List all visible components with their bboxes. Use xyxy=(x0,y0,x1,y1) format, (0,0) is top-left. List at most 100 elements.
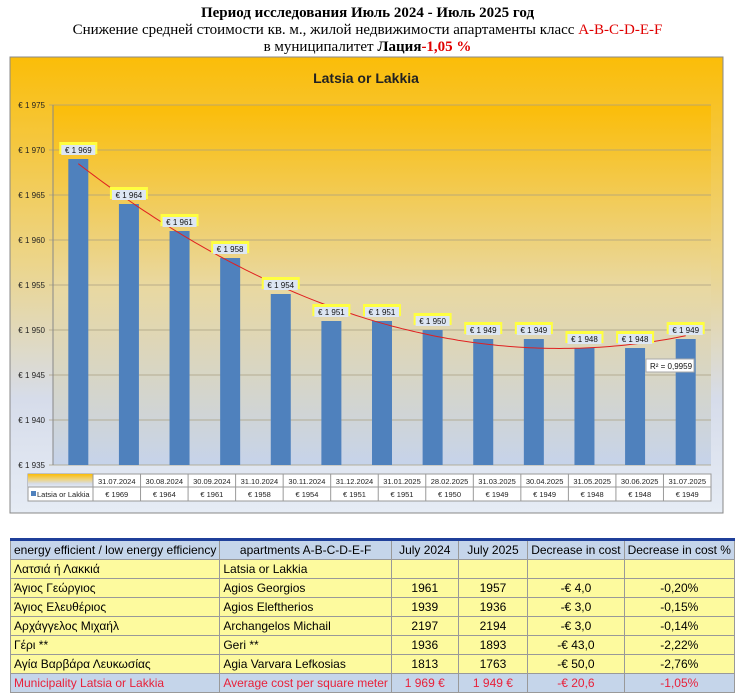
cell: 1 969 € xyxy=(390,673,459,693)
x-tick-label: 30.11.2024 xyxy=(288,477,325,486)
data-label-box xyxy=(162,217,197,227)
cell: -€ 43,0 xyxy=(527,635,625,655)
data-table-value: € 1949 xyxy=(676,490,699,499)
municipality-name: Лация xyxy=(377,39,422,55)
cell: Municipality Latsia or Lakkia xyxy=(9,673,221,693)
data-table-value: € 1948 xyxy=(581,490,604,499)
data-table-value: € 1951 xyxy=(343,490,366,499)
r2-box xyxy=(645,358,695,373)
x-tick-label: 31.01.2025 xyxy=(383,477,421,486)
bar xyxy=(169,231,190,465)
cell: 1936 xyxy=(390,635,459,655)
cell: Agios Eleftherios xyxy=(219,597,392,617)
data-label: € 1 949 xyxy=(520,326,547,335)
cell: 1763 xyxy=(457,654,529,674)
subtitle-text: Снижение средней стоимости кв. м., жилой… xyxy=(72,22,579,38)
y-tick-label: € 1 965 xyxy=(18,191,45,200)
cell: Average cost per square meter xyxy=(219,673,392,693)
x-tick-label: 31.07.2024 xyxy=(98,477,136,486)
col-header: July 2025 xyxy=(457,539,529,560)
x-tick-label: 31.03.2025 xyxy=(478,477,516,486)
x-tick-label: 31.12.2024 xyxy=(336,477,374,486)
data-label-box xyxy=(314,307,349,317)
bar xyxy=(270,294,291,465)
table-row: Γέρι ** Geri ** 1936 1893 -€ 43,0 -2,22% xyxy=(9,635,735,655)
data-label-box xyxy=(466,325,501,335)
chart-title: Latsia or Lakkia xyxy=(313,70,419,86)
y-tick-label: € 1 975 xyxy=(18,101,45,110)
cell: 2197 xyxy=(390,616,459,636)
cell: -0,14% xyxy=(623,616,735,636)
y-tick-label: € 1 955 xyxy=(18,281,45,290)
bar xyxy=(523,339,544,465)
x-tick-label: 30.08.2024 xyxy=(146,477,184,486)
cell xyxy=(527,559,625,579)
cell: -€ 4,0 xyxy=(527,578,625,598)
data-label-box xyxy=(263,280,298,290)
price-chart: Latsia or Lakkia € 1 935 € 1 940 € 1 945 € … xyxy=(9,56,724,514)
data-label-box xyxy=(668,325,703,335)
cell xyxy=(390,559,459,579)
table-total-row: Municipality Latsia or Lakkia Average co… xyxy=(9,673,735,693)
cell: 1813 xyxy=(390,654,459,674)
col-header: July 2024 xyxy=(390,539,459,560)
data-label: € 1 949 xyxy=(672,326,699,335)
cell: Αρχάγγελος Μιχαήλ xyxy=(9,616,221,636)
bar xyxy=(574,348,595,465)
cell: -€ 50,0 xyxy=(527,654,625,674)
data-label: € 1 948 xyxy=(622,335,649,344)
cell: Αγία Βαρβάρα Λευκωσίας xyxy=(9,654,221,674)
table-row: Αρχάγγελος Μιχαήλ Archangelos Michail 2197… xyxy=(9,616,735,636)
col-header: Decrease in cost xyxy=(527,539,625,560)
data-table-value: € 1961 xyxy=(200,490,223,499)
cell: Λατσιά ή Λακκιά xyxy=(9,559,221,579)
data-label-box xyxy=(365,307,399,317)
y-tick-label: € 1 940 xyxy=(18,416,45,425)
cell: Άγιος Ελευθέριος xyxy=(9,597,221,617)
data-label-box xyxy=(516,325,551,335)
data-label: € 1 969 xyxy=(65,146,92,155)
cell: 1957 xyxy=(457,578,529,598)
data-label: € 1 958 xyxy=(217,245,244,254)
report-subtitle: Снижение средней стоимости кв. м., жилой… xyxy=(0,22,735,39)
cell: -0,15% xyxy=(623,597,735,617)
data-label-box xyxy=(567,334,602,344)
cell: -€ 20,6 xyxy=(527,673,625,693)
data-label: € 1 951 xyxy=(318,308,345,317)
data-label: € 1 954 xyxy=(267,281,294,290)
y-tick-label: € 1 935 xyxy=(18,461,45,470)
bar xyxy=(473,339,494,465)
col-header: apartments A-B-C-D-E-F xyxy=(219,539,392,560)
cell: Latsia or Lakkia xyxy=(219,559,392,579)
cell: -€ 3,0 xyxy=(527,616,625,636)
bar xyxy=(118,204,139,465)
cell: -1,05% xyxy=(623,673,735,693)
cell: -2,22% xyxy=(623,635,735,655)
cell: Άγιος Γεώργιος xyxy=(9,578,221,598)
cell xyxy=(457,559,529,579)
data-label-box xyxy=(415,316,450,326)
table-row: Άγιος Ελευθέριος Agios Eleftherios 1939 193… xyxy=(9,597,735,617)
data-table-value: € 1950 xyxy=(438,490,461,499)
x-tick-label: 31.10.2024 xyxy=(241,477,279,486)
x-tick-label: 28.02.2025 xyxy=(431,477,469,486)
cell: Geri ** xyxy=(219,635,392,655)
table-row: Αγία Βαρβάρα Λευκωσίας Agia Varvara Lefko… xyxy=(9,654,735,674)
data-table-value: € 1958 xyxy=(248,490,271,499)
y-tick-label: € 1 950 xyxy=(18,326,45,335)
bar xyxy=(675,339,696,465)
cell: 1893 xyxy=(457,635,529,655)
data-table-value: € 1951 xyxy=(391,490,414,499)
x-tick-label: 30.04.2025 xyxy=(526,477,564,486)
data-label: € 1 948 xyxy=(571,335,598,344)
report-title: Период исследования Июль 2024 - Июль 202… xyxy=(200,5,535,21)
cell: Γέρι ** xyxy=(9,635,221,655)
table-header: energy efficient / low energy efficiency… xyxy=(9,539,735,560)
data-table-value: € 1954 xyxy=(295,490,318,499)
data-label: € 1 964 xyxy=(116,191,143,200)
data-table-value: € 1964 xyxy=(153,490,176,499)
legend-label: Latsia or Lakkia xyxy=(37,490,90,499)
cell: 1936 xyxy=(457,597,529,617)
cell: Agios Georgios xyxy=(219,578,392,598)
data-table-value: € 1969 xyxy=(105,490,128,499)
